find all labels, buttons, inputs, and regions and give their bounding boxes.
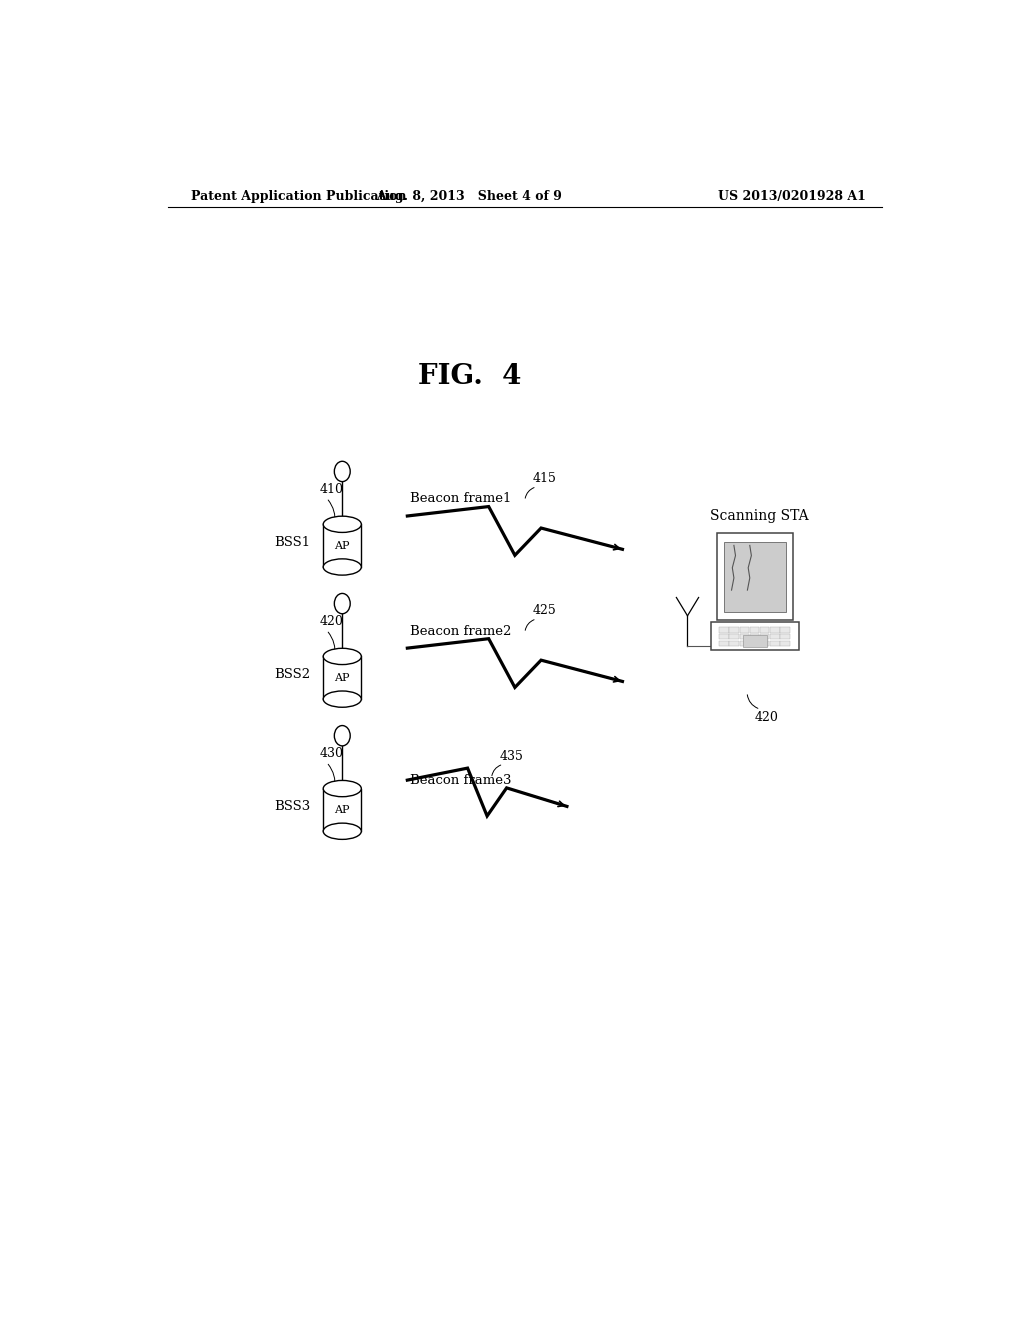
- Bar: [729, 627, 739, 632]
- Ellipse shape: [324, 780, 361, 797]
- Ellipse shape: [324, 558, 361, 576]
- Bar: [739, 634, 749, 639]
- Text: BSS2: BSS2: [274, 668, 310, 681]
- Circle shape: [335, 726, 350, 746]
- Text: Beacon frame2: Beacon frame2: [410, 624, 511, 638]
- Text: 425: 425: [532, 605, 556, 618]
- Text: AP: AP: [335, 541, 350, 550]
- Bar: [719, 627, 729, 632]
- Text: 420: 420: [755, 711, 779, 723]
- Circle shape: [335, 594, 350, 614]
- Bar: [739, 640, 749, 647]
- Bar: [743, 635, 767, 647]
- Bar: [719, 640, 729, 647]
- Text: Scanning STA: Scanning STA: [710, 510, 808, 523]
- Bar: [780, 627, 790, 632]
- Bar: [717, 533, 793, 620]
- Text: 435: 435: [500, 750, 523, 763]
- Bar: [750, 627, 759, 632]
- Ellipse shape: [324, 648, 361, 664]
- Bar: [780, 634, 790, 639]
- Bar: [750, 640, 759, 647]
- Bar: [780, 640, 790, 647]
- Text: BSS1: BSS1: [274, 536, 310, 549]
- Text: AP: AP: [335, 673, 350, 682]
- Bar: [729, 640, 739, 647]
- Ellipse shape: [324, 516, 361, 532]
- Bar: [724, 541, 786, 611]
- Text: 430: 430: [321, 747, 344, 760]
- Bar: [770, 634, 779, 639]
- Text: 420: 420: [321, 615, 344, 628]
- Text: Beacon frame3: Beacon frame3: [410, 774, 511, 787]
- FancyBboxPatch shape: [324, 788, 361, 832]
- Bar: [739, 627, 749, 632]
- Bar: [719, 634, 729, 639]
- Bar: [750, 634, 759, 639]
- Circle shape: [335, 461, 350, 482]
- Ellipse shape: [324, 690, 361, 708]
- Bar: [712, 622, 799, 651]
- Text: AP: AP: [335, 805, 350, 814]
- Bar: [760, 627, 769, 632]
- Bar: [770, 640, 779, 647]
- Text: 410: 410: [321, 483, 344, 496]
- FancyBboxPatch shape: [324, 524, 361, 568]
- Bar: [729, 634, 739, 639]
- Text: Beacon frame1: Beacon frame1: [410, 492, 511, 506]
- Text: 415: 415: [532, 473, 557, 484]
- Ellipse shape: [324, 824, 361, 840]
- Text: Patent Application Publication: Patent Application Publication: [191, 190, 407, 202]
- Text: BSS3: BSS3: [274, 800, 310, 813]
- FancyBboxPatch shape: [324, 656, 361, 700]
- Bar: [770, 627, 779, 632]
- Bar: [760, 634, 769, 639]
- Bar: [760, 640, 769, 647]
- Text: FIG.  4: FIG. 4: [418, 363, 521, 391]
- Text: US 2013/0201928 A1: US 2013/0201928 A1: [718, 190, 866, 202]
- Text: Aug. 8, 2013   Sheet 4 of 9: Aug. 8, 2013 Sheet 4 of 9: [376, 190, 562, 202]
